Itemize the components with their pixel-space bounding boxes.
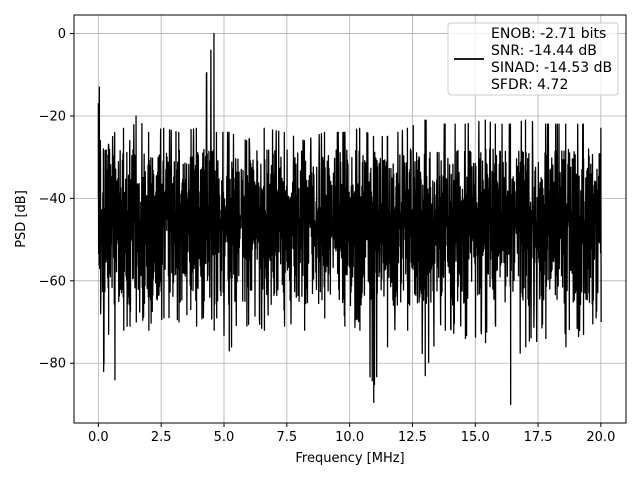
x-tick-label: 15.0 (461, 430, 490, 445)
legend-box (447, 22, 619, 96)
y-tick-label: 0 (58, 27, 66, 42)
legend-entry: SNR: -14.44 dB (491, 43, 597, 59)
y-tick-label: −40 (39, 192, 66, 207)
x-axis-label: Frequency [MHz] (295, 451, 404, 466)
legend-entry: SFDR: 4.72 (491, 77, 568, 93)
legend-entry: SINAD: -14.53 dB (491, 60, 612, 76)
ticks: 0.0 2.5 5.0 7.5 10.0 12.5 15.0 17.5 20.0 0 −20 −40 −… (39, 27, 616, 445)
psd-trace (97, 32, 602, 406)
y-tick-label: −60 (39, 274, 66, 289)
data-layer (97, 32, 602, 406)
y-tick-label: −20 (39, 109, 66, 124)
x-tick-label: 7.5 (276, 430, 297, 445)
x-tick-label: 5.0 (214, 430, 235, 445)
legend-entry: ENOB: -2.71 bits (491, 26, 606, 42)
y-tick-label: −80 (39, 357, 66, 372)
x-tick-label: 12.5 (398, 430, 427, 445)
y-axis-label: PSD [dB] (14, 190, 29, 248)
x-tick-label: 2.5 (151, 430, 172, 445)
x-tick-label: 0.0 (88, 430, 109, 445)
x-tick-label: 20.0 (586, 430, 615, 445)
x-tick-label: 17.5 (524, 430, 553, 445)
x-tick-label: 10.0 (335, 430, 364, 445)
